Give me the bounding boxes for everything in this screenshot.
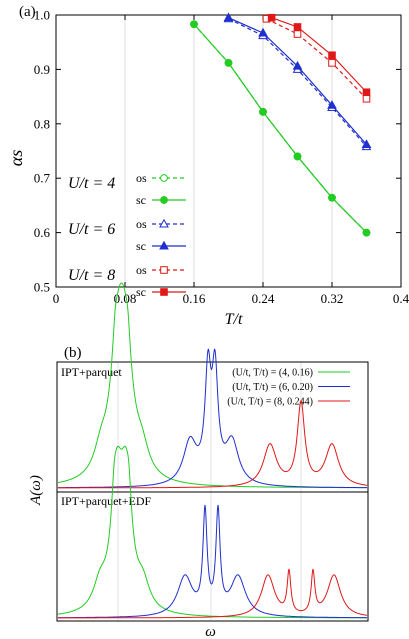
data-point — [362, 228, 371, 237]
panel-b-label: (b) — [64, 345, 82, 361]
series-line — [193, 23, 367, 234]
x-tick-label: 0 — [53, 291, 60, 306]
y-tick-label: 0.5 — [34, 280, 50, 295]
y-tick-label: 0.7 — [34, 171, 51, 186]
panel-a-label: (a) — [19, 4, 36, 20]
data-point — [293, 23, 302, 31]
data-point — [224, 58, 233, 67]
spectral-curve — [58, 348, 367, 489]
data-point — [362, 88, 371, 97]
data-point — [362, 94, 371, 103]
data-point — [328, 193, 336, 202]
data-point — [361, 139, 372, 148]
legend-marker — [160, 288, 168, 296]
legend-group-label: U/t = 4 — [68, 175, 115, 192]
legend-entry-label: (U/t, T/t) = (6, 0.20) — [232, 382, 313, 393]
legend-entry-label: (U/t, T/t) = (8, 0.244) — [227, 397, 313, 408]
spectral-curve — [57, 282, 367, 489]
plot-frame — [55, 14, 402, 288]
data-point — [328, 59, 336, 67]
data-point — [267, 13, 276, 22]
x-axis-label: ω — [205, 624, 216, 639]
spectral-curve — [58, 399, 368, 489]
x-tick-label: 0.16 — [183, 291, 206, 306]
data-point — [292, 60, 303, 70]
series-Ut4-sc — [190, 20, 371, 237]
data-point — [223, 12, 234, 22]
data-point — [328, 51, 336, 60]
series-Ut4-os — [190, 20, 371, 237]
data-point — [190, 20, 198, 29]
legend-entry-label: sc — [136, 193, 146, 207]
legend: U/t = 4 os sc U/t = 6 os sc U/t = 8 os sc — [68, 171, 186, 299]
spectral-curve — [58, 568, 368, 619]
spectral-curve — [58, 504, 367, 619]
series-Ut6-sc — [223, 12, 372, 148]
data-point — [259, 107, 267, 116]
x-axis-label: T/t — [225, 311, 243, 328]
top-panel-title: IPT+parquet — [61, 365, 122, 379]
legend: (U/t, T/t) = (4, 0.16) (U/t, T/t) = (6, 0… — [227, 368, 350, 408]
x-tick-label: 0.24 — [252, 291, 275, 306]
y-tick-label: 0.6 — [34, 225, 51, 240]
bottom-panel-title: IPT+parquet+EDF — [61, 494, 152, 508]
legend-marker — [160, 266, 168, 274]
legend-entry-label: (U/t, T/t) = (4, 0.16) — [232, 368, 313, 379]
x-tick-label: 0.32 — [321, 291, 344, 306]
series-line — [271, 17, 367, 93]
panel-a: (a) 0 0.08 0.16 0.24 0.32 0.4 0.5 0.6 0.7 0.8 0.9 1.… — [6, 4, 409, 328]
spectral-curve — [58, 445, 367, 619]
legend-marker — [160, 196, 168, 204]
series-Ut8-os — [262, 15, 371, 103]
legend-entry-label: os — [136, 217, 147, 231]
data-point — [258, 27, 268, 37]
panel-b: (b) IPT+parquet IPT+parquet+EDF A(ω) ω (U/t, … — [28, 282, 369, 639]
series-line — [228, 18, 367, 148]
data-point — [327, 100, 337, 109]
x-tick-label: 0.08 — [114, 291, 137, 306]
y-axis-label: αs — [6, 150, 26, 166]
legend-entry-label: sc — [136, 285, 146, 299]
data-point — [293, 152, 302, 161]
y-tick-label: 0.8 — [34, 116, 50, 131]
y-tick-label: 1.0 — [34, 8, 50, 23]
legend-group-label: U/t = 8 — [68, 267, 115, 284]
legend-entry-label: os — [136, 263, 147, 277]
y-tick-label: 0.9 — [34, 62, 50, 77]
x-tick-label: 0.4 — [393, 291, 409, 306]
legend-marker — [159, 240, 169, 250]
series-Ut8-sc — [267, 13, 371, 97]
y-axis-label: A(ω) — [28, 475, 44, 506]
data-point — [293, 30, 302, 38]
legend-entry-label: os — [136, 171, 147, 185]
series-line — [193, 23, 367, 234]
legend-marker — [159, 218, 169, 228]
series-line — [266, 18, 367, 100]
legend-group-label: U/t = 6 — [68, 221, 115, 238]
legend-entry-label: sc — [136, 239, 146, 253]
legend-marker — [160, 174, 168, 182]
